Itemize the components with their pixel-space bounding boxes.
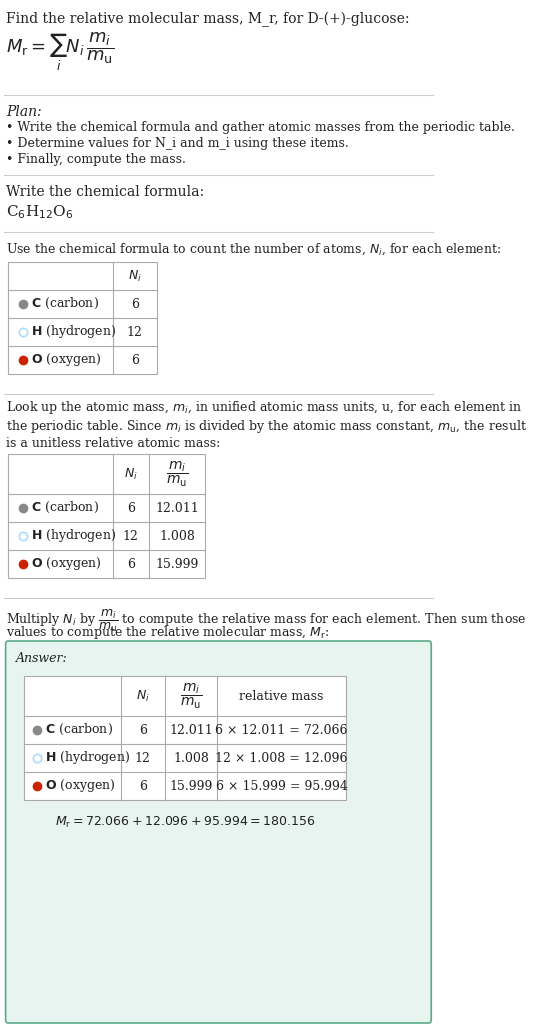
Text: Use the chemical formula to count the number of atoms, $N_i$, for each element:: Use the chemical formula to count the nu… — [7, 241, 502, 257]
Text: relative mass: relative mass — [239, 689, 324, 703]
Text: • Finally, compute the mass.: • Finally, compute the mass. — [7, 153, 186, 166]
Text: 6: 6 — [131, 354, 139, 366]
Text: values to compute the relative molecular mass, $M_\mathrm{r}$:: values to compute the relative molecular… — [7, 624, 330, 641]
Text: $\bf{H}$ (hydrogen): $\bf{H}$ (hydrogen) — [30, 322, 116, 340]
Bar — [24, 676, 346, 800]
Text: $\bf{C}$ (carbon): $\bf{C}$ (carbon) — [30, 499, 98, 515]
Text: $\bf{O}$ (oxygen): $\bf{O}$ (oxygen) — [30, 554, 101, 572]
Text: 12: 12 — [135, 751, 151, 765]
Text: 6 × 12.011 = 72.066: 6 × 12.011 = 72.066 — [216, 723, 348, 737]
Text: 12: 12 — [123, 529, 138, 543]
Text: C$_6$H$_{12}$O$_6$: C$_6$H$_{12}$O$_6$ — [7, 203, 74, 221]
Bar — [8, 262, 157, 374]
Text: 6: 6 — [131, 297, 139, 311]
Text: $\bf{H}$ (hydrogen): $\bf{H}$ (hydrogen) — [45, 748, 130, 766]
Text: • Write the chemical formula and gather atomic masses from the periodic table.: • Write the chemical formula and gather … — [7, 121, 515, 134]
FancyBboxPatch shape — [5, 641, 431, 1023]
Text: $\bf{O}$ (oxygen): $\bf{O}$ (oxygen) — [45, 776, 116, 794]
Text: $N_i$: $N_i$ — [124, 466, 137, 482]
Text: $N_i$: $N_i$ — [136, 688, 150, 704]
Text: Write the chemical formula:: Write the chemical formula: — [7, 185, 205, 199]
Text: 6: 6 — [139, 779, 147, 793]
Text: 12: 12 — [127, 325, 143, 338]
Text: 12 × 1.008 = 12.096: 12 × 1.008 = 12.096 — [216, 751, 348, 765]
Text: $N_i$: $N_i$ — [128, 268, 142, 284]
Text: $M_\mathrm{r} = \sum_i N_i\,\dfrac{m_i}{m_\mathrm{u}}$: $M_\mathrm{r} = \sum_i N_i\,\dfrac{m_i}{… — [7, 30, 115, 73]
Text: Find the relative molecular mass, M_r, for D-(+)-glucose:: Find the relative molecular mass, M_r, f… — [7, 12, 410, 27]
Text: $\dfrac{m_i}{m_\mathrm{u}}$: $\dfrac{m_i}{m_\mathrm{u}}$ — [166, 459, 188, 488]
Text: 6 × 15.999 = 95.994: 6 × 15.999 = 95.994 — [216, 779, 348, 793]
Text: 12.011: 12.011 — [155, 502, 199, 515]
Text: $\bf{C}$ (carbon): $\bf{C}$ (carbon) — [30, 295, 98, 311]
Text: Multiply $N_i$ by $\dfrac{m_i}{m_\mathrm{u}}$ to compute the relative mass for e: Multiply $N_i$ by $\dfrac{m_i}{m_\mathrm… — [7, 608, 527, 634]
Text: $\bf{H}$ (hydrogen): $\bf{H}$ (hydrogen) — [30, 526, 116, 544]
Text: 15.999: 15.999 — [155, 557, 199, 571]
Text: 15.999: 15.999 — [169, 779, 213, 793]
Text: 6: 6 — [127, 502, 135, 515]
Text: 12.011: 12.011 — [169, 723, 213, 737]
Text: Answer:: Answer: — [16, 652, 68, 665]
Text: 6: 6 — [139, 723, 147, 737]
Text: $\bf{O}$ (oxygen): $\bf{O}$ (oxygen) — [30, 351, 101, 367]
Text: 6: 6 — [127, 557, 135, 571]
Text: $\dfrac{m_i}{m_\mathrm{u}}$: $\dfrac{m_i}{m_\mathrm{u}}$ — [180, 681, 202, 711]
Bar — [8, 454, 205, 578]
Text: $M_\mathrm{r} = 72.066 + 12.096 + 95.994 = 180.156$: $M_\mathrm{r} = 72.066 + 12.096 + 95.994… — [55, 815, 315, 830]
Text: Plan:: Plan: — [7, 105, 42, 119]
Text: • Determine values for N_i and m_i using these items.: • Determine values for N_i and m_i using… — [7, 137, 349, 150]
Text: Look up the atomic mass, $m_i$, in unified atomic mass units, u, for each elemen: Look up the atomic mass, $m_i$, in unifi… — [7, 399, 527, 450]
Text: 1.008: 1.008 — [173, 751, 209, 765]
Text: $\bf{C}$ (carbon): $\bf{C}$ (carbon) — [45, 721, 113, 737]
Text: 1.008: 1.008 — [159, 529, 195, 543]
